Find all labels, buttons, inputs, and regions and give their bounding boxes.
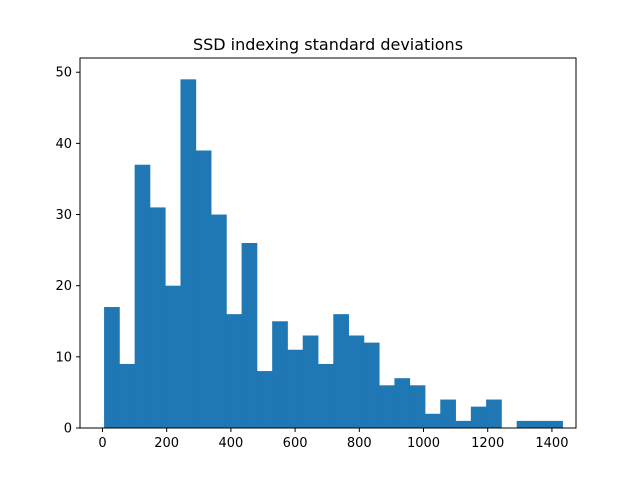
- x-tick-label: 1000: [407, 436, 440, 451]
- histogram-bar-16: [348, 335, 365, 428]
- histogram-bar-25: [486, 399, 502, 428]
- histogram-bar-27: [516, 420, 533, 428]
- histogram-bar-7: [211, 214, 227, 428]
- x-tick-label: 800: [347, 436, 372, 451]
- histogram-bar-15: [333, 314, 349, 428]
- histogram-bar-29: [547, 420, 563, 428]
- y-tick-label: 0: [64, 422, 72, 437]
- y-tick-label: 30: [55, 208, 72, 223]
- x-tick-label: 200: [154, 436, 179, 451]
- y-tick-label: 50: [55, 66, 72, 81]
- histogram-bar-10: [256, 371, 273, 428]
- histogram-bar-4: [165, 285, 181, 428]
- histogram-bar-6: [195, 150, 212, 428]
- bars-group: [104, 79, 563, 428]
- x-tick-label: 0: [98, 436, 106, 451]
- histogram-bar-0: [104, 307, 120, 428]
- y-tick-label: 40: [55, 137, 72, 152]
- histogram-bar-1: [119, 363, 136, 428]
- histogram-bar-22: [440, 399, 456, 428]
- y-tick-label: 20: [55, 279, 72, 294]
- histogram-bar-23: [455, 420, 472, 428]
- histogram-bar-13: [302, 335, 319, 428]
- x-tick-label: 1200: [471, 436, 504, 451]
- x-tick-label: 1400: [535, 436, 568, 451]
- histogram-bar-9: [241, 243, 258, 428]
- histogram-bar-21: [424, 413, 441, 428]
- histogram-bar-8: [226, 314, 243, 428]
- histogram-bar-17: [363, 342, 380, 428]
- y-axis-ticks: 0 10 20 30 40 50: [55, 66, 80, 437]
- histogram-bar-12: [287, 349, 304, 428]
- histogram-bar-19: [394, 378, 411, 428]
- histogram-bar-28: [531, 420, 548, 428]
- chart-title: SSD indexing standard deviations: [193, 35, 463, 54]
- plot-frame: [79, 57, 577, 429]
- histogram-bar-11: [272, 321, 288, 428]
- x-axis-ticks: 0 200 400 600 800 1000 1200 1400: [98, 428, 568, 451]
- x-tick-label: 600: [283, 436, 308, 451]
- histogram-bar-20: [409, 385, 426, 428]
- histogram-bar-24: [470, 406, 487, 428]
- y-tick-label: 10: [55, 350, 72, 365]
- histogram-bar-18: [379, 385, 395, 428]
- histogram-bar-3: [149, 207, 166, 428]
- histogram-bar-2: [134, 164, 151, 428]
- histogram-bar-14: [318, 363, 334, 428]
- x-tick-label: 400: [218, 436, 243, 451]
- histogram-bar-5: [180, 79, 197, 428]
